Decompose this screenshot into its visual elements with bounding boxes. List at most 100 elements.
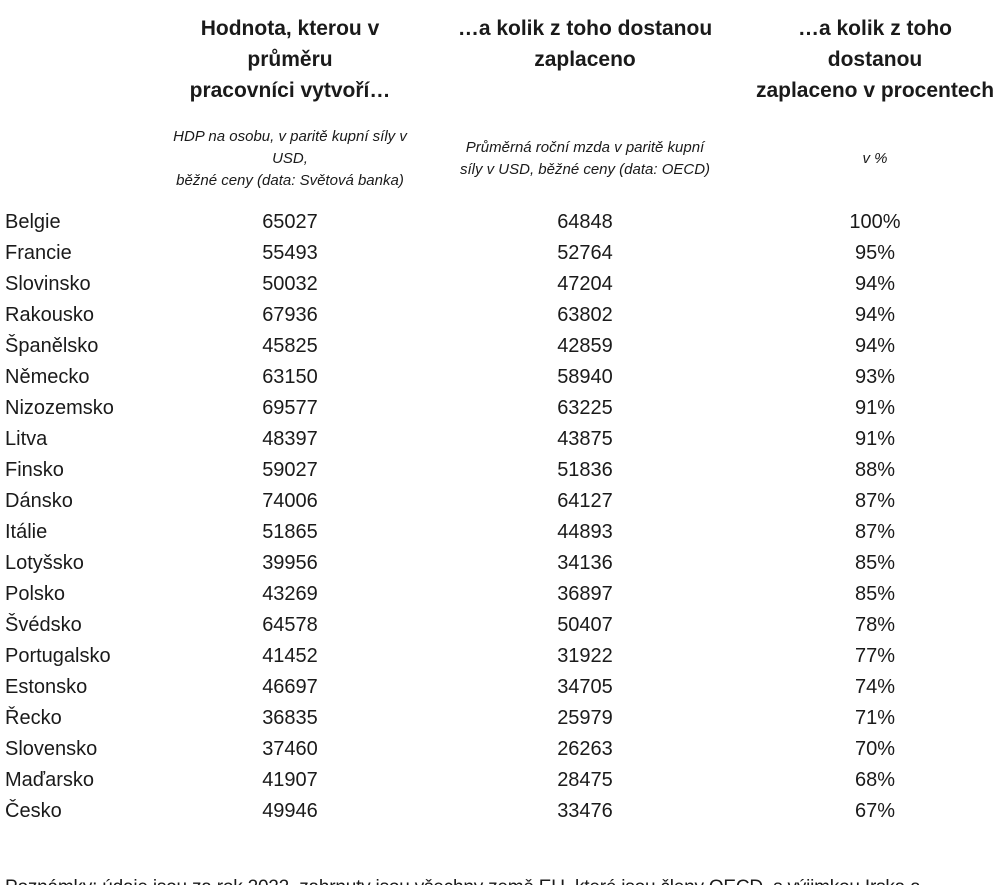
- table-row: Rakousko 67936 63802 94%: [0, 300, 1000, 331]
- column-header-line: Hodnota, kterou v průměru: [200, 17, 380, 71]
- table-row: Česko 49946 33476 67%: [0, 796, 1000, 827]
- wage-cell: 34136: [557, 552, 613, 574]
- wage-cell: 31922: [557, 645, 613, 667]
- column-subtitle-percent: v %: [750, 126, 1000, 192]
- country-cell: Estonsko: [5, 676, 88, 698]
- table-row: Dánsko 74006 64127 87%: [0, 486, 1000, 517]
- column-header-line: …a kolik z toho dostanou: [797, 17, 952, 71]
- wage-cell: 50407: [557, 614, 613, 636]
- percent-cell: 91%: [854, 428, 896, 450]
- column-header-percent-paid: …a kolik z toho dostanou zaplaceno v pro…: [750, 13, 1000, 106]
- wage-cell: 36897: [557, 583, 613, 605]
- country-cell: Portugalsko: [5, 645, 111, 667]
- percent-cell: 70%: [854, 738, 896, 760]
- table-row: Maďarsko 41907 28475 68%: [0, 765, 1000, 796]
- country-cell: Dánsko: [5, 490, 73, 512]
- wage-cell: 44893: [557, 521, 613, 543]
- percent-cell: 85%: [854, 552, 896, 574]
- wage-cell: 51836: [557, 459, 613, 481]
- gdp-cell: 74006: [262, 490, 318, 512]
- country-cell: Slovinsko: [5, 273, 91, 295]
- table-row: Portugalsko 41452 31922 77%: [0, 641, 1000, 672]
- country-cell: Nizozemsko: [5, 397, 114, 419]
- country-cell: Lotyšsko: [5, 552, 84, 574]
- percent-cell: 87%: [854, 490, 896, 512]
- gdp-cell: 48397: [262, 428, 318, 450]
- country-cell: Řecko: [5, 707, 62, 729]
- country-cell: Španělsko: [5, 335, 99, 357]
- table-row: Slovensko 37460 26263 70%: [0, 734, 1000, 765]
- column-header-line: pracovníci vytvoří…: [189, 79, 391, 102]
- gdp-cell: 55493: [262, 242, 318, 264]
- percent-cell: 91%: [854, 397, 896, 419]
- percent-cell: 94%: [854, 304, 896, 326]
- percent-cell: 67%: [854, 800, 896, 822]
- table-row: Švédsko 64578 50407 78%: [0, 610, 1000, 641]
- table-row: Slovinsko 50032 47204 94%: [0, 269, 1000, 300]
- wage-cell: 64848: [557, 211, 613, 233]
- wage-cell: 47204: [557, 273, 613, 295]
- table-row: Estonsko 46697 34705 74%: [0, 672, 1000, 703]
- wage-cell: 63225: [557, 397, 613, 419]
- wage-cell: 63802: [557, 304, 613, 326]
- percent-cell: 87%: [854, 521, 896, 543]
- gdp-cell: 67936: [262, 304, 318, 326]
- percent-cell: 78%: [854, 614, 896, 636]
- column-subtitle-line: běžné ceny (data: Světová banka): [176, 172, 404, 189]
- table-row: Polsko 43269 36897 85%: [0, 579, 1000, 610]
- country-cell: Polsko: [5, 583, 66, 605]
- gdp-cell: 39956: [262, 552, 318, 574]
- country-cell: Francie: [5, 242, 72, 264]
- country-cell: Belgie: [5, 211, 61, 233]
- table-row: Německo 63150 58940 93%: [0, 362, 1000, 393]
- wage-cell: 58940: [557, 366, 613, 388]
- country-cell: Itálie: [5, 521, 48, 543]
- country-cell: Švédsko: [5, 614, 82, 636]
- gdp-cell: 64578: [262, 614, 318, 636]
- country-cell: Slovensko: [5, 738, 98, 760]
- table-row: Španělsko 45825 42859 94%: [0, 331, 1000, 362]
- gdp-cell: 50032: [262, 273, 318, 295]
- gdp-cell: 65027: [262, 211, 318, 233]
- table-body: Belgie 65027 64848 100% Francie 55493 52…: [0, 207, 1000, 827]
- gdp-cell: 41907: [262, 769, 318, 791]
- gdp-cell: 43269: [262, 583, 318, 605]
- gdp-cell: 45825: [262, 335, 318, 357]
- table-row: Nizozemsko 69577 63225 91%: [0, 393, 1000, 424]
- country-cell: Finsko: [5, 459, 64, 481]
- percent-cell: 68%: [854, 769, 896, 791]
- wage-cell: 42859: [557, 335, 613, 357]
- percent-cell: 74%: [854, 676, 896, 698]
- table-row: Litva 48397 43875 91%: [0, 424, 1000, 455]
- column-subtitle-line: v %: [862, 150, 888, 167]
- gdp-cell: 63150: [262, 366, 318, 388]
- percent-cell: 88%: [854, 459, 896, 481]
- table-row: Francie 55493 52764 95%: [0, 238, 1000, 269]
- column-subtitle-wage: Průměrná roční mzda v paritě kupní síly …: [420, 126, 750, 192]
- column-header-line: zaplaceno v procentech: [755, 79, 995, 102]
- column-subtitle-line: HDP na osobu, v paritě kupní síly v USD,: [173, 128, 407, 167]
- column-header-line: zaplaceno: [534, 48, 636, 71]
- table-row: Itálie 51865 44893 87%: [0, 517, 1000, 548]
- percent-cell: 85%: [854, 583, 896, 605]
- column-subtitle-gdp: HDP na osobu, v paritě kupní síly v USD,…: [160, 126, 420, 192]
- country-cell: Německo: [5, 366, 90, 388]
- wage-cell: 26263: [557, 738, 613, 760]
- table-row: Belgie 65027 64848 100%: [0, 207, 1000, 238]
- gdp-cell: 51865: [262, 521, 318, 543]
- percent-cell: 94%: [854, 273, 896, 295]
- gdp-cell: 49946: [262, 800, 318, 822]
- gdp-cell: 41452: [262, 645, 318, 667]
- column-header-line: …a kolik z toho dostanou: [457, 17, 713, 40]
- subheader-spacer: [0, 126, 160, 192]
- percent-cell: 93%: [854, 366, 896, 388]
- gdp-cell: 36835: [262, 707, 318, 729]
- table-header: Hodnota, kterou v průměru pracovníci vyt…: [0, 0, 1000, 106]
- gdp-cell: 59027: [262, 459, 318, 481]
- column-header-wage-paid: …a kolik z toho dostanou zaplaceno: [420, 13, 750, 106]
- percent-cell: 100%: [849, 211, 901, 233]
- country-cell: Rakousko: [5, 304, 94, 326]
- notes-line: Poznámky: údaje jsou za rok 2022, zahrnu…: [5, 873, 1000, 885]
- wage-cell: 33476: [557, 800, 613, 822]
